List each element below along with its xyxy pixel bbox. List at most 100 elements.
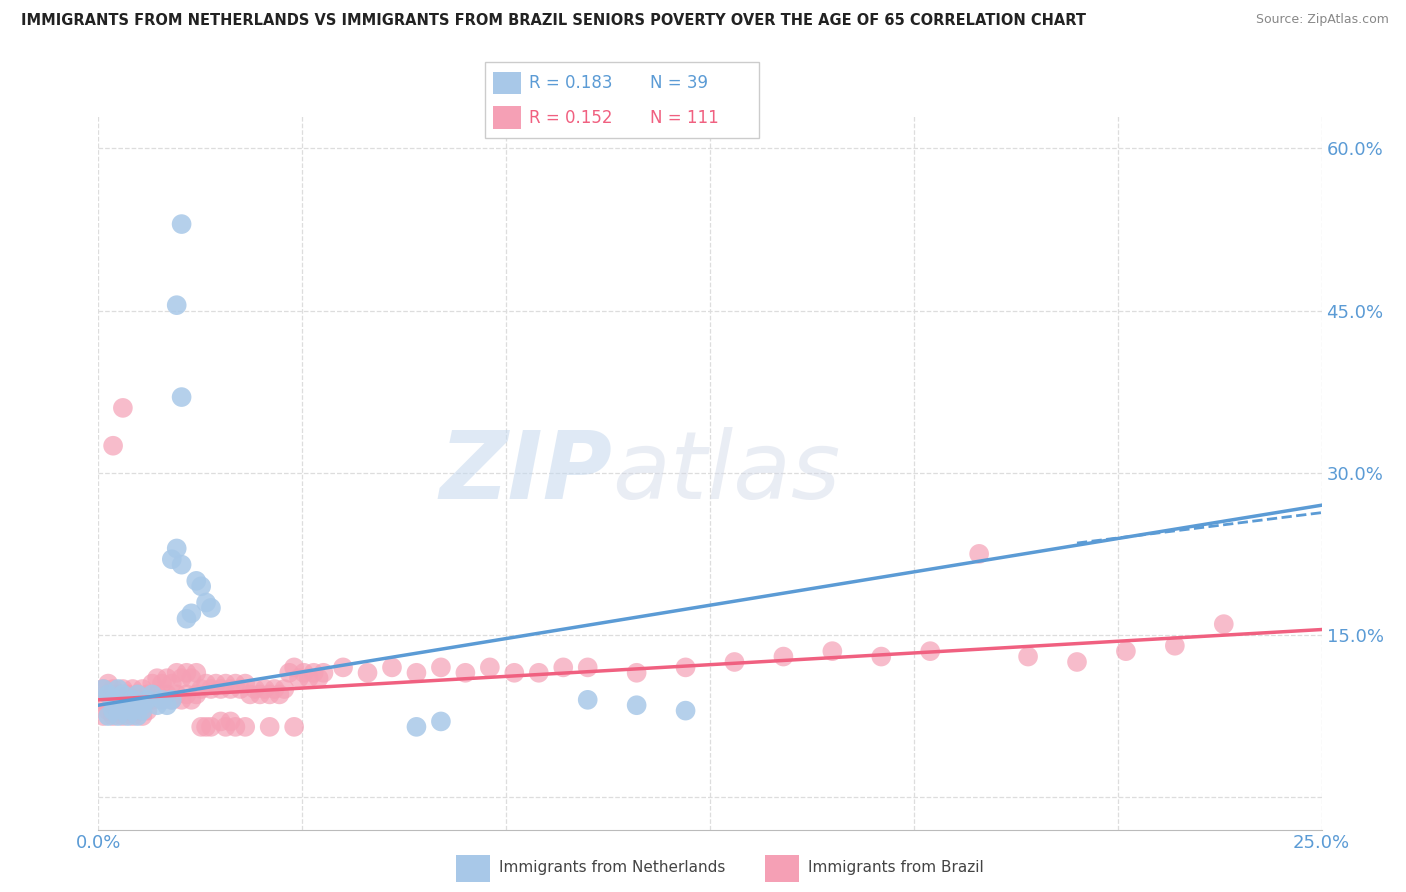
Point: [136, 687, 159, 701]
Point: [170, 390, 193, 404]
Point: [288, 671, 311, 685]
Point: [117, 709, 139, 723]
Point: [131, 681, 153, 696]
Point: [224, 676, 246, 690]
Point: [101, 698, 124, 713]
Point: [156, 687, 179, 701]
Point: [101, 439, 124, 453]
Point: [1164, 639, 1187, 653]
Point: [292, 665, 315, 680]
Point: [269, 687, 291, 701]
Point: [381, 660, 404, 674]
Text: Source: ZipAtlas.com: Source: ZipAtlas.com: [1256, 13, 1389, 27]
Point: [1066, 655, 1088, 669]
Point: [1017, 649, 1039, 664]
Bar: [494, 106, 520, 129]
Point: [283, 660, 305, 674]
Point: [209, 681, 232, 696]
Point: [214, 720, 236, 734]
Point: [127, 704, 149, 718]
Point: [229, 681, 252, 696]
Point: [91, 693, 114, 707]
Point: [219, 714, 242, 729]
Point: [166, 687, 188, 701]
Point: [180, 607, 202, 621]
Point: [190, 579, 212, 593]
Point: [170, 217, 193, 231]
Point: [141, 687, 163, 701]
Point: [97, 687, 120, 701]
FancyBboxPatch shape: [485, 62, 759, 138]
Point: [136, 693, 159, 707]
Point: [136, 704, 159, 718]
Point: [131, 698, 153, 713]
Point: [675, 704, 697, 718]
Point: [253, 681, 276, 696]
Point: [150, 676, 173, 690]
Point: [1115, 644, 1137, 658]
Point: [332, 660, 354, 674]
Point: [186, 574, 208, 588]
Point: [233, 676, 256, 690]
Point: [127, 693, 149, 707]
Text: IMMIGRANTS FROM NETHERLANDS VS IMMIGRANTS FROM BRAZIL SENIORS POVERTY OVER THE A: IMMIGRANTS FROM NETHERLANDS VS IMMIGRANT…: [21, 13, 1085, 29]
Point: [91, 709, 114, 723]
Point: [200, 601, 222, 615]
Point: [186, 665, 208, 680]
Point: [772, 649, 794, 664]
Point: [180, 671, 202, 685]
Point: [308, 671, 330, 685]
Point: [243, 681, 266, 696]
Text: ZIP: ZIP: [439, 426, 612, 519]
Point: [195, 676, 218, 690]
Text: N = 39: N = 39: [650, 74, 707, 92]
Point: [176, 612, 198, 626]
Point: [259, 720, 281, 734]
Point: [127, 687, 149, 701]
Point: [239, 687, 262, 701]
Point: [626, 698, 648, 713]
Point: [170, 671, 193, 685]
Point: [553, 660, 575, 674]
Point: [121, 698, 143, 713]
Point: [430, 660, 453, 674]
Point: [121, 709, 143, 723]
Point: [205, 676, 228, 690]
Point: [209, 714, 232, 729]
Point: [233, 720, 256, 734]
Point: [190, 720, 212, 734]
Point: [195, 595, 218, 609]
Point: [146, 671, 169, 685]
Point: [259, 687, 281, 701]
Point: [107, 681, 129, 696]
Point: [117, 687, 139, 701]
Point: [576, 693, 599, 707]
Point: [146, 698, 169, 713]
Point: [870, 649, 893, 664]
Point: [166, 665, 188, 680]
Point: [430, 714, 453, 729]
Point: [127, 687, 149, 701]
Point: [405, 720, 427, 734]
Point: [160, 676, 183, 690]
Point: [503, 665, 526, 680]
Point: [91, 681, 114, 696]
Point: [136, 693, 159, 707]
Point: [1212, 617, 1234, 632]
Point: [101, 704, 124, 718]
Point: [141, 693, 163, 707]
Point: [121, 704, 143, 718]
Point: [263, 681, 285, 696]
Point: [278, 665, 301, 680]
Point: [131, 709, 153, 723]
Bar: [456, 855, 489, 881]
Point: [200, 681, 222, 696]
Point: [150, 693, 173, 707]
Point: [170, 693, 193, 707]
Point: [156, 698, 179, 713]
Point: [150, 693, 173, 707]
Point: [121, 693, 143, 707]
Point: [723, 655, 745, 669]
Text: Immigrants from Brazil: Immigrants from Brazil: [808, 860, 984, 875]
Point: [107, 709, 129, 723]
